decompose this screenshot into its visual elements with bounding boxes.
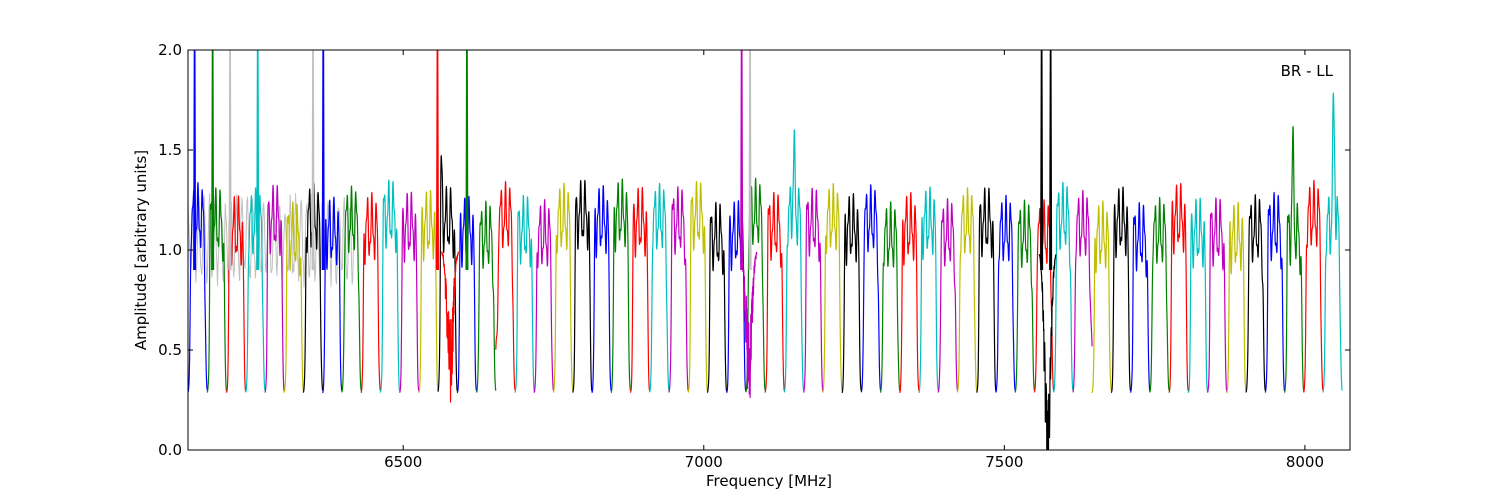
channel-series-line	[1187, 197, 1209, 393]
channel-series-line	[552, 182, 574, 393]
x-axis-ticks: 6500 7000 7500 8000	[384, 50, 1324, 471]
y-tick-label: 1.5	[158, 141, 182, 159]
channel-series-line	[918, 186, 939, 394]
channel-series-line	[1303, 179, 1324, 393]
channel-series-line	[783, 129, 805, 393]
channel-series-line	[572, 179, 593, 393]
channel-series-line	[188, 181, 208, 393]
channel-series-line	[1245, 194, 1266, 393]
channel-series-line	[1072, 189, 1093, 393]
spike-series-line	[193, 50, 197, 271]
channel-series-line	[649, 182, 670, 393]
spike-series-line	[228, 50, 232, 271]
channel-series-line	[687, 180, 708, 393]
channel-series-line	[533, 199, 555, 393]
channel-series-line	[495, 181, 516, 391]
y-tick-label: 0.0	[158, 441, 182, 459]
x-tick-label: 6500	[384, 453, 422, 471]
spike-series-line	[256, 50, 260, 271]
channel-series-line	[399, 191, 420, 393]
spike-series-line	[321, 50, 325, 271]
spike-series-line	[1040, 50, 1044, 271]
x-tick-label: 7000	[685, 453, 723, 471]
channel-series-line	[879, 201, 901, 393]
x-tick-label: 8000	[1286, 453, 1324, 471]
spike-series-line	[740, 50, 744, 271]
channel-series-line	[610, 178, 632, 393]
dip-series-line	[740, 251, 758, 399]
y-tick-label: 0.5	[158, 341, 182, 359]
y-axis-ticks: 0.0 0.5 1.0 1.5 2.0	[158, 41, 1350, 459]
channel-series-line	[937, 198, 959, 393]
channel-series-line	[956, 187, 978, 393]
y-axis-label: Amplitude [arbitrary units]	[132, 150, 150, 350]
channel-series-line	[1091, 200, 1112, 394]
x-axis-label: Frequency [MHz]	[706, 472, 832, 490]
channel-series-line	[976, 187, 997, 393]
channel-series-line	[629, 186, 651, 393]
channel-series-line	[995, 194, 1016, 393]
spike-series-line	[435, 50, 439, 271]
channel-series-line	[341, 185, 362, 393]
channel-series-line	[860, 184, 882, 393]
channel-series-line	[283, 201, 305, 393]
channel-series-line	[802, 187, 824, 393]
dip-series-line	[1038, 254, 1057, 450]
channel-series-line	[206, 187, 228, 393]
dip-series-line	[441, 251, 459, 403]
channel-series-line	[379, 179, 401, 393]
channel-series-line	[706, 201, 728, 393]
y-tick-label: 2.0	[158, 41, 182, 59]
channel-series-line	[764, 191, 785, 393]
spike-series-line	[311, 50, 315, 271]
plot-background	[188, 50, 1350, 450]
channel-series-line	[1322, 92, 1343, 393]
channel-series-line	[264, 184, 285, 393]
channel-series-line	[1226, 201, 1247, 394]
channel-series-line	[1053, 181, 1074, 393]
channel-series-line	[1168, 182, 1189, 393]
baseline-annotation: BR - LL	[1281, 62, 1334, 80]
spike-series-line	[748, 50, 752, 271]
channel-series-line	[514, 194, 535, 393]
spike-series-line	[211, 50, 215, 271]
channel-series-line	[591, 185, 612, 394]
spike-series-line	[1049, 50, 1053, 271]
channel-series-line	[841, 193, 862, 394]
x-tick-label: 7500	[985, 453, 1023, 471]
channel-series-line	[899, 191, 920, 394]
channel-series-line	[1264, 191, 1286, 393]
channel-series-line	[668, 186, 689, 393]
spike-series-line	[465, 50, 469, 271]
channel-series-line	[360, 191, 381, 393]
channel-series-line	[418, 189, 439, 393]
channel-series-line	[1110, 186, 1132, 393]
channel-series-line	[322, 196, 343, 394]
background-series-line	[188, 192, 356, 289]
series-layer	[188, 50, 1343, 450]
channel-series-line	[1014, 199, 1035, 393]
channel-series-line	[1206, 197, 1228, 393]
channel-series-line	[822, 183, 843, 393]
channel-series-line	[245, 187, 266, 393]
channel-series-line	[1283, 126, 1305, 393]
channel-series-line	[1130, 202, 1151, 393]
channel-series-line	[1149, 197, 1170, 393]
channel-series-line	[437, 155, 458, 392]
y-tick-label: 1.0	[158, 241, 182, 259]
channel-series-line	[475, 200, 497, 393]
